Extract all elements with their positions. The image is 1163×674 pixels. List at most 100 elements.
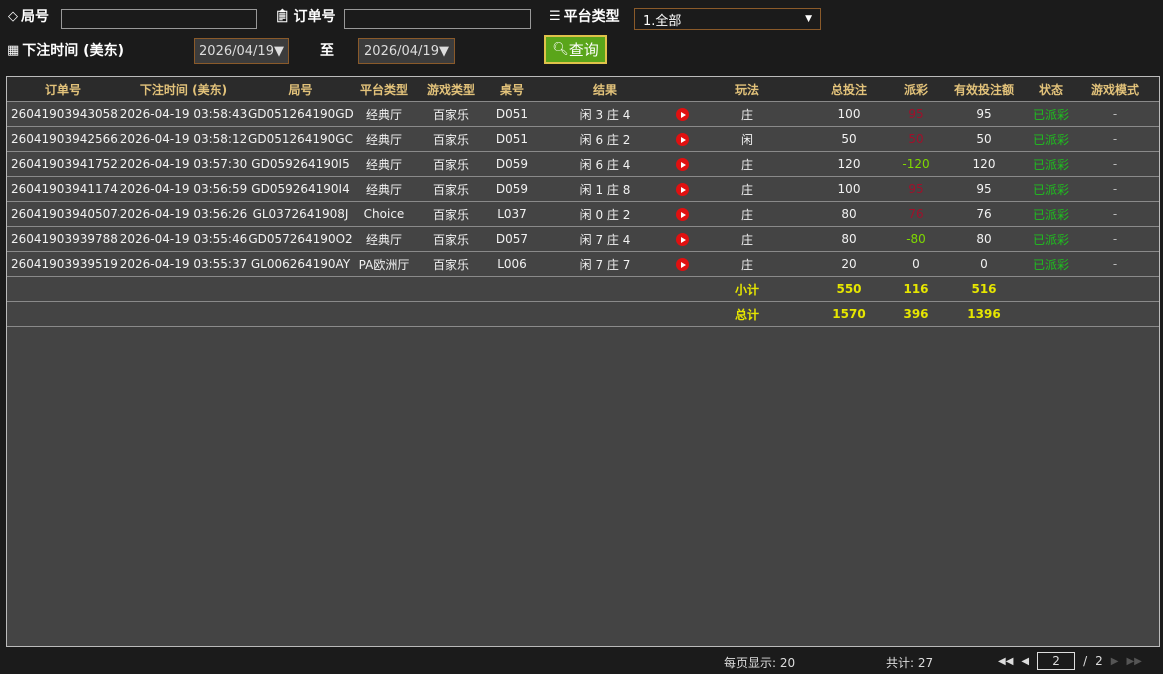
round-id-cell: GD057264190O2 bbox=[248, 226, 353, 252]
play-cell: 庄 bbox=[691, 201, 803, 227]
platform-cell: 经典厅 bbox=[353, 176, 415, 202]
total-row-valid: 1396 bbox=[937, 301, 1031, 327]
platform-cell: 经典厅 bbox=[353, 101, 415, 127]
empty-cell bbox=[1031, 301, 1159, 327]
column-header: 状态 bbox=[1031, 77, 1071, 102]
bet-time-cell: 2026-04-19 03:58:12 bbox=[119, 126, 248, 152]
column-header: 桌号 bbox=[487, 77, 537, 102]
query-button[interactable]: 🔍︎ 查询 bbox=[544, 35, 607, 64]
table-id-cell: D057 bbox=[487, 226, 537, 252]
round-id-cell: GD051264190GC bbox=[248, 126, 353, 152]
page-count: 2 bbox=[1095, 654, 1103, 668]
column-header: 结果 bbox=[537, 77, 673, 102]
first-page-icon[interactable]: ◀◀ bbox=[998, 655, 1014, 667]
game-mode-cell: - bbox=[1071, 101, 1159, 127]
next-page-icon[interactable]: ▶ bbox=[1110, 655, 1119, 667]
order-id-cell: 260419039430582 bbox=[7, 101, 119, 127]
bet-time-cell: 2026-04-19 03:58:43 bbox=[119, 101, 248, 127]
table-row[interactable]: 260419039405074 2026-04-19 03:56:26 GL0372… bbox=[7, 201, 1159, 227]
to-label: 至 bbox=[320, 43, 334, 59]
platform-select[interactable]: 1.全部 ▼ bbox=[634, 8, 821, 30]
table-row[interactable]: 260419039411747 2026-04-19 03:56:59 GD0592… bbox=[7, 176, 1159, 202]
total-bet-cell: 100 bbox=[803, 101, 895, 127]
play-video-icon[interactable] bbox=[675, 233, 689, 246]
valid-bet-cell: 0 bbox=[937, 251, 1031, 277]
chevron-down-icon: ▼ bbox=[805, 14, 812, 24]
total-bet-cell: 50 bbox=[803, 126, 895, 152]
table-row[interactable]: 260419039397887 2026-04-19 03:55:46 GD0572… bbox=[7, 226, 1159, 252]
platform-cell: Choice bbox=[353, 201, 415, 227]
column-header: 玩法 bbox=[691, 77, 803, 102]
column-header bbox=[673, 77, 691, 102]
order-input[interactable] bbox=[344, 9, 531, 29]
order-id-cell: 260419039425662 bbox=[7, 126, 119, 152]
time-label: ▦ 下注时间 (美东) bbox=[7, 42, 124, 60]
search-icon: 🔍︎ bbox=[552, 42, 569, 57]
game-type-cell: 百家乐 bbox=[415, 226, 487, 252]
list-icon: ☰ bbox=[549, 8, 561, 24]
result-cell: 闲 0 庄 2 bbox=[537, 201, 673, 227]
order-id-cell: 260419039397887 bbox=[7, 226, 119, 252]
play-video-icon[interactable] bbox=[675, 258, 689, 271]
play-cell: 闲 bbox=[691, 126, 803, 152]
payout-cell: 76 bbox=[895, 201, 937, 227]
table-id-cell: D051 bbox=[487, 101, 537, 127]
round-label: ◇ 局号 bbox=[8, 8, 49, 26]
empty-cell bbox=[1031, 276, 1159, 302]
clipboard-icon: 📋︎ bbox=[274, 8, 291, 24]
status-cell: 已派彩 bbox=[1031, 201, 1071, 227]
table-id-cell: L006 bbox=[487, 251, 537, 277]
game-mode-cell: - bbox=[1071, 126, 1159, 152]
table-end bbox=[7, 326, 1159, 327]
date-to[interactable]: 2026/04/19▼ bbox=[358, 38, 455, 64]
game-type-cell: 百家乐 bbox=[415, 176, 487, 202]
subtotal-row-label: 小计 bbox=[691, 276, 803, 302]
replay-cell bbox=[673, 126, 691, 152]
round-id-cell: GL0372641908J bbox=[248, 201, 353, 227]
valid-bet-cell: 120 bbox=[937, 151, 1031, 177]
result-cell: 闲 7 庄 7 bbox=[537, 251, 673, 277]
valid-bet-cell: 80 bbox=[937, 226, 1031, 252]
table-header: 订单号 下注时间 (美东) 局号 平台类型 游戏类型 桌号 结果 玩法 总投注 派彩 有效投注额 状态… bbox=[7, 77, 1159, 102]
game-mode-cell: - bbox=[1071, 251, 1159, 277]
round-input[interactable] bbox=[61, 9, 257, 29]
results-table: 订单号 下注时间 (美东) 局号 平台类型 游戏类型 桌号 结果 玩法 总投注 派彩 有效投注额 状态… bbox=[6, 76, 1160, 647]
total-row: 总计 1570 396 1396 bbox=[7, 301, 1159, 327]
round-id-cell: GD051264190GD bbox=[248, 101, 353, 127]
table-row[interactable]: 260419039417522 2026-04-19 03:57:30 GD0592… bbox=[7, 151, 1159, 177]
status-cell: 已派彩 bbox=[1031, 251, 1071, 277]
last-page-icon[interactable]: ▶▶ bbox=[1126, 655, 1142, 667]
game-mode-cell: - bbox=[1071, 201, 1159, 227]
play-cell: 庄 bbox=[691, 101, 803, 127]
play-video-icon[interactable] bbox=[675, 133, 689, 146]
replay-cell bbox=[673, 101, 691, 127]
platform-cell: 经典厅 bbox=[353, 126, 415, 152]
table-row[interactable]: 260419039395197 2026-04-19 03:55:37 GL0062… bbox=[7, 251, 1159, 277]
platform-cell: 经典厅 bbox=[353, 151, 415, 177]
play-video-icon[interactable] bbox=[675, 183, 689, 196]
status-cell: 已派彩 bbox=[1031, 226, 1071, 252]
order-id-cell: 260419039417522 bbox=[7, 151, 119, 177]
date-from[interactable]: 2026/04/19▼ bbox=[194, 38, 289, 64]
page-input[interactable]: 2 bbox=[1037, 652, 1076, 670]
order-id-cell: 260419039395197 bbox=[7, 251, 119, 277]
table-row[interactable]: 260419039425662 2026-04-19 03:58:12 GD0512… bbox=[7, 126, 1159, 152]
game-mode-cell: - bbox=[1071, 151, 1159, 177]
order-id-cell: 260419039411747 bbox=[7, 176, 119, 202]
column-header: 游戏类型 bbox=[415, 77, 487, 102]
play-video-icon[interactable] bbox=[675, 208, 689, 221]
bet-time-cell: 2026-04-19 03:56:26 bbox=[119, 201, 248, 227]
table-id-cell: L037 bbox=[487, 201, 537, 227]
valid-bet-cell: 50 bbox=[937, 126, 1031, 152]
result-cell: 闲 6 庄 4 bbox=[537, 151, 673, 177]
table-id-cell: D059 bbox=[487, 151, 537, 177]
table-row[interactable]: 260419039430582 2026-04-19 03:58:43 GD0512… bbox=[7, 101, 1159, 127]
play-video-icon[interactable] bbox=[675, 108, 689, 121]
game-type-cell: 百家乐 bbox=[415, 101, 487, 127]
play-video-icon[interactable] bbox=[675, 158, 689, 171]
column-header: 局号 bbox=[248, 77, 353, 102]
order-label: 📋︎ 订单号 bbox=[274, 8, 336, 26]
prev-page-icon[interactable]: ◀ bbox=[1021, 655, 1030, 667]
status-cell: 已派彩 bbox=[1031, 176, 1071, 202]
play-cell: 庄 bbox=[691, 226, 803, 252]
